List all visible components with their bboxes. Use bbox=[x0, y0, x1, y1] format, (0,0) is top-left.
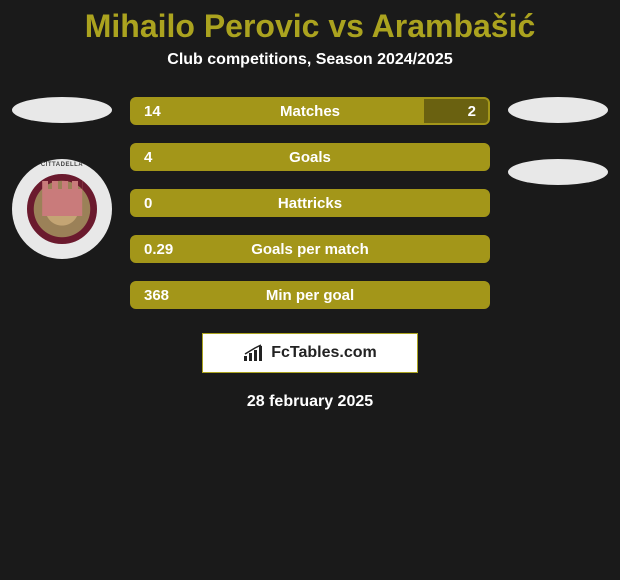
stat-row: 0Hattricks bbox=[130, 189, 490, 217]
brand-box[interactable]: FcTables.com bbox=[202, 333, 418, 373]
team-logo-placeholder-right-2 bbox=[508, 159, 608, 185]
stat-label: Hattricks bbox=[132, 195, 488, 212]
team-logo-placeholder-right-1 bbox=[508, 97, 608, 123]
content-row: CITTADELLA 14Matches2 4Goals 0Hattricks 0.2… bbox=[0, 97, 620, 309]
stat-row: 14Matches2 bbox=[130, 97, 490, 125]
stat-right-value: 2 bbox=[468, 103, 476, 120]
team-logo-placeholder-left bbox=[12, 97, 112, 123]
page-title: Mihailo Perovic vs Arambašić bbox=[0, 8, 620, 45]
date-text: 28 february 2025 bbox=[0, 393, 620, 411]
badge-top-text: CITTADELLA bbox=[41, 162, 83, 168]
brand-text: FcTables.com bbox=[271, 344, 377, 362]
brand-chart-icon bbox=[243, 344, 265, 362]
right-column bbox=[508, 97, 608, 185]
stat-label: Matches bbox=[132, 103, 488, 120]
stat-row: 4Goals bbox=[130, 143, 490, 171]
stat-label: Goals per match bbox=[132, 241, 488, 258]
badge-castle-icon bbox=[42, 189, 82, 215]
stat-label: Min per goal bbox=[132, 287, 488, 304]
club-badge: CITTADELLA bbox=[12, 159, 112, 259]
main-container: Mihailo Perovic vs Arambašić Club compet… bbox=[0, 0, 620, 411]
stat-label: Goals bbox=[132, 149, 488, 166]
stats-column: 14Matches2 4Goals 0Hattricks 0.29Goals per … bbox=[130, 97, 490, 309]
left-column: CITTADELLA bbox=[12, 97, 112, 259]
badge-inner-art bbox=[27, 174, 97, 244]
page-subtitle: Club competitions, Season 2024/2025 bbox=[0, 51, 620, 69]
stat-row: 368Min per goal bbox=[130, 281, 490, 309]
stat-row: 0.29Goals per match bbox=[130, 235, 490, 263]
